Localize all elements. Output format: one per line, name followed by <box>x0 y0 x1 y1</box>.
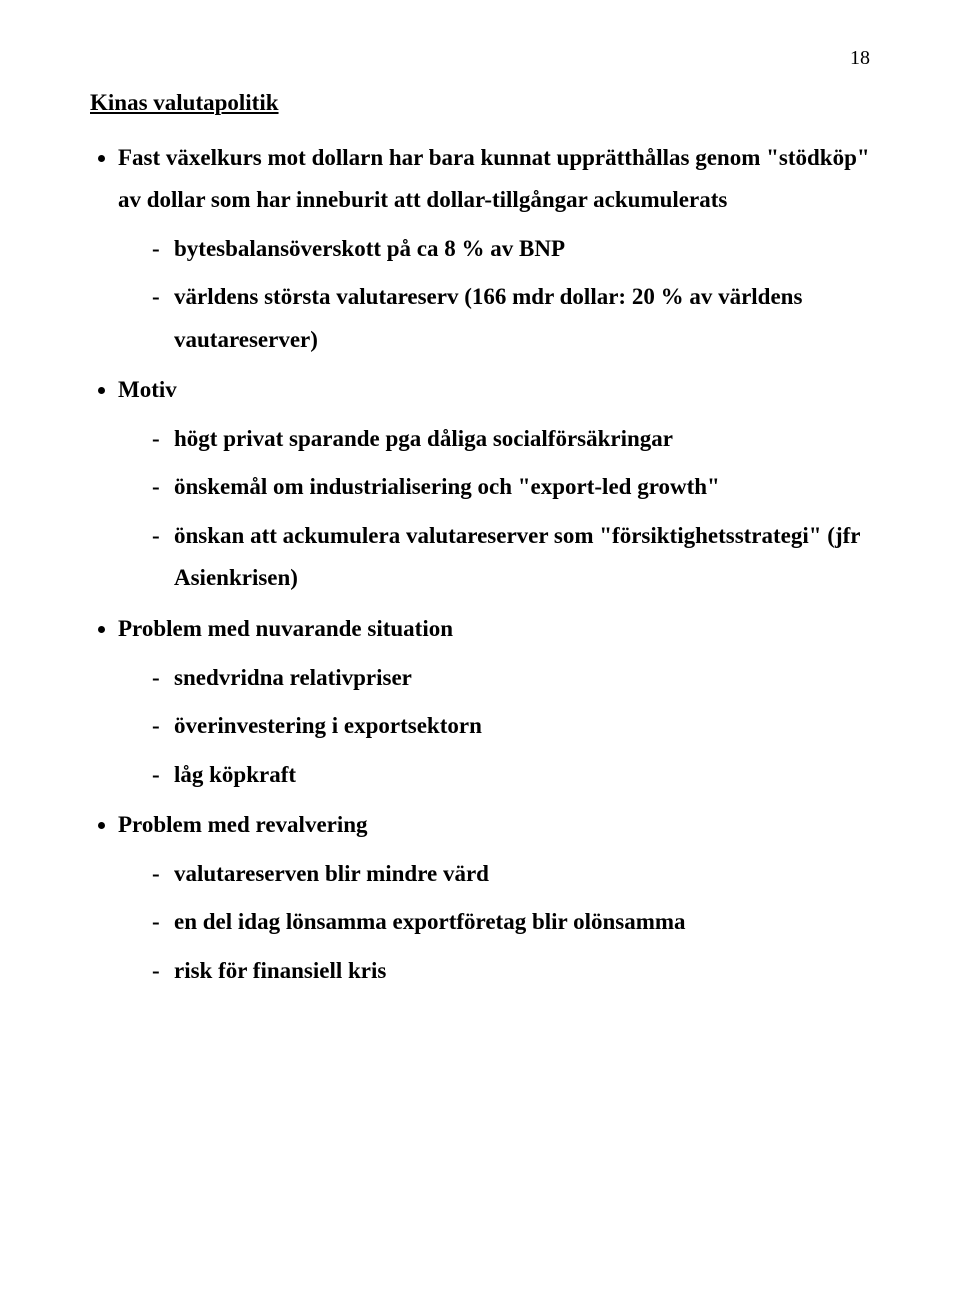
sublist-item: en del idag lönsamma exportföretag blir … <box>152 901 870 944</box>
list-item-text: Problem med revalvering <box>118 812 368 837</box>
list-item: Problem med revalvering valutareserven b… <box>118 804 870 992</box>
list-item: Fast växelkurs mot dollarn har bara kunn… <box>118 137 870 362</box>
bullet-list: Fast växelkurs mot dollarn har bara kunn… <box>90 137 870 993</box>
sublist: snedvridna relativpriser överinvestering… <box>118 657 870 797</box>
sublist: bytesbalansöverskott på ca 8 % av BNP vä… <box>118 228 870 362</box>
list-item: Motiv högt privat sparande pga dåliga so… <box>118 369 870 600</box>
sublist: valutareserven blir mindre värd en del i… <box>118 853 870 993</box>
sublist-item: valutareserven blir mindre värd <box>152 853 870 896</box>
sublist-item: risk för finansiell kris <box>152 950 870 993</box>
list-item-text: Fast växelkurs mot dollarn har bara kunn… <box>118 145 870 213</box>
list-item-text: Problem med nuvarande situation <box>118 616 453 641</box>
sublist-item: överinvestering i exportsektorn <box>152 705 870 748</box>
sublist-item: högt privat sparande pga dåliga socialfö… <box>152 418 870 461</box>
sublist-item: snedvridna relativpriser <box>152 657 870 700</box>
sublist: högt privat sparande pga dåliga socialfö… <box>118 418 870 600</box>
list-item-text: Motiv <box>118 377 177 402</box>
sublist-item: bytesbalansöverskott på ca 8 % av BNP <box>152 228 870 271</box>
sublist-item: önskemål om industrialisering och "expor… <box>152 466 870 509</box>
page-title: Kinas valutapolitik <box>90 82 870 125</box>
sublist-item: önskan att ackumulera valutareserver som… <box>152 515 870 600</box>
list-item: Problem med nuvarande situation snedvrid… <box>118 608 870 796</box>
page-number: 18 <box>90 48 870 68</box>
sublist-item: låg köpkraft <box>152 754 870 797</box>
sublist-item: världens största valutareserv (166 mdr d… <box>152 276 870 361</box>
